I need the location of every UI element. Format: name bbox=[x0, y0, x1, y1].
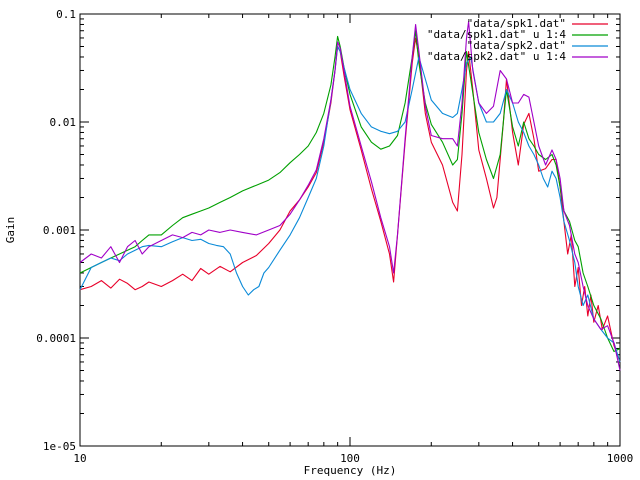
x-tick-labels: 10 100 1000 bbox=[73, 452, 633, 465]
y-tick-label: 0.01 bbox=[50, 116, 77, 129]
legend: "data/spk1.dat""data/spk1.dat" u 1:4"dat… bbox=[427, 17, 608, 63]
x-tick-label: 1000 bbox=[607, 452, 634, 465]
legend-label: "data/spk2.dat" bbox=[467, 39, 566, 52]
series-line-3 bbox=[79, 45, 621, 363]
y-tick-label: 0.0001 bbox=[36, 332, 76, 345]
legend-label: "data/spk2.dat" u 1:4 bbox=[427, 50, 566, 63]
y-tick-label: 0.1 bbox=[56, 8, 76, 21]
series-line-1 bbox=[79, 37, 621, 363]
series-line-4 bbox=[79, 21, 621, 371]
legend-label: "data/spk1.dat" u 1:4 bbox=[427, 28, 566, 41]
x-tick-label: 100 bbox=[340, 452, 360, 465]
plot-frame bbox=[79, 13, 621, 447]
x-axis-label: Frequency (Hz) bbox=[304, 464, 397, 477]
y-tick-label: 1e-05 bbox=[43, 440, 76, 453]
y-tick-label: 0.001 bbox=[43, 224, 76, 237]
x-tick-label: 10 bbox=[73, 452, 86, 465]
y-tick-labels: 0.1 0.01 0.001 0.0001 1e-05 bbox=[36, 8, 76, 453]
series-group bbox=[79, 21, 621, 371]
series-line-2 bbox=[79, 30, 621, 353]
tick-marks bbox=[79, 14, 620, 447]
y-axis-label: Gain bbox=[4, 217, 17, 244]
legend-label: "data/spk1.dat" bbox=[467, 17, 566, 30]
